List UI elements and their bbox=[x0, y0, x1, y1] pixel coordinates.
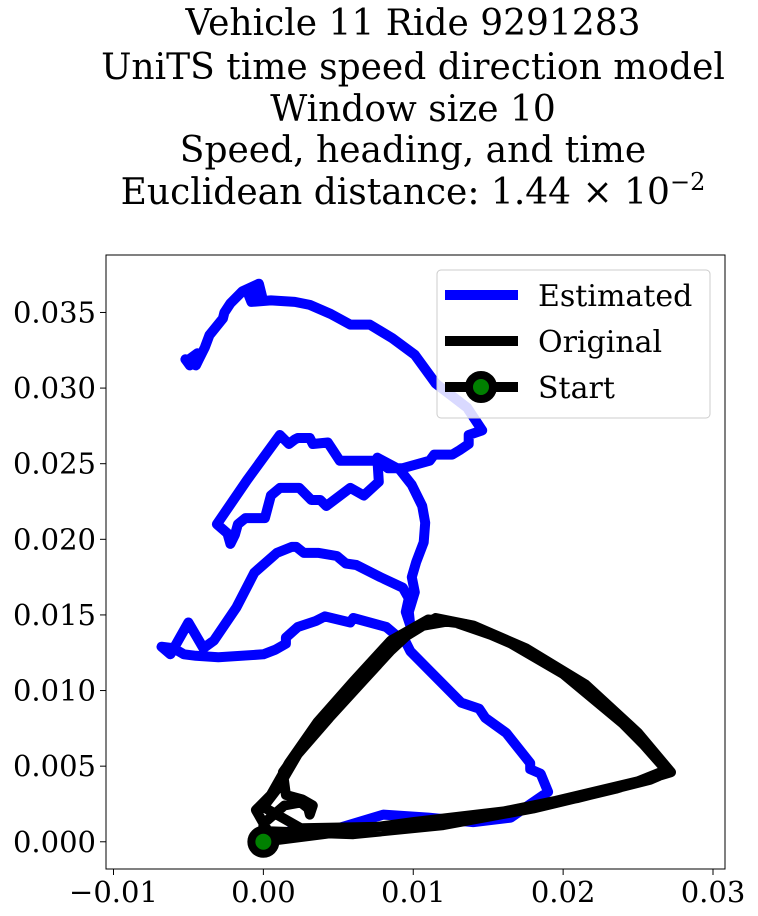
legend-label-original: Original bbox=[538, 325, 662, 360]
y-tick-label: 0.030 bbox=[13, 371, 96, 405]
y-tick-label: 0.020 bbox=[13, 522, 96, 556]
series-layer bbox=[156, 278, 676, 858]
y-tick-label: 0.010 bbox=[13, 674, 96, 708]
y-tick-label: 0.000 bbox=[13, 825, 96, 859]
x-tick-label: 0.01 bbox=[381, 875, 446, 909]
title-distance-prefix: Euclidean distance: 1.44 × 10 bbox=[121, 172, 670, 213]
legend-label-estimated: Estimated bbox=[538, 279, 692, 314]
y-tick-label: 0.025 bbox=[13, 447, 96, 481]
series-line-original bbox=[250, 613, 676, 847]
title-line-4: Speed, heading, and time bbox=[180, 130, 646, 171]
legend-label-start: Start bbox=[538, 371, 615, 406]
x-tick-label: −0.01 bbox=[69, 875, 158, 909]
y-tick-label: 0.015 bbox=[13, 598, 96, 632]
x-tick-label: 0.02 bbox=[531, 875, 596, 909]
start-marker bbox=[247, 825, 280, 858]
title-line-2: UniTS time speed direction model bbox=[101, 47, 725, 88]
x-tick-label: 0.03 bbox=[681, 875, 746, 909]
axis-ticks: −0.01 0.00 0.01 0.02 0.03 0.000 0.005 0.010 0.01… bbox=[13, 295, 745, 909]
x-tick-label: 0.00 bbox=[231, 875, 296, 909]
series-line-estimated bbox=[156, 278, 554, 847]
legend-frame bbox=[436, 269, 711, 419]
title-line-1: Vehicle 11 Ride 9291283 bbox=[184, 3, 640, 44]
chart-title: Vehicle 11 Ride 9291283 UniTS time speed… bbox=[101, 3, 725, 213]
title-distance-exponent: −2 bbox=[670, 168, 705, 196]
title-line-5: Euclidean distance: 1.44 × 10−2 bbox=[121, 168, 706, 213]
legend-start-marker bbox=[465, 371, 497, 403]
title-line-3: Window size 10 bbox=[270, 89, 556, 130]
y-tick-label: 0.005 bbox=[13, 749, 96, 783]
legend: Estimated Original Start bbox=[436, 269, 711, 419]
y-tick-label: 0.035 bbox=[13, 295, 96, 329]
